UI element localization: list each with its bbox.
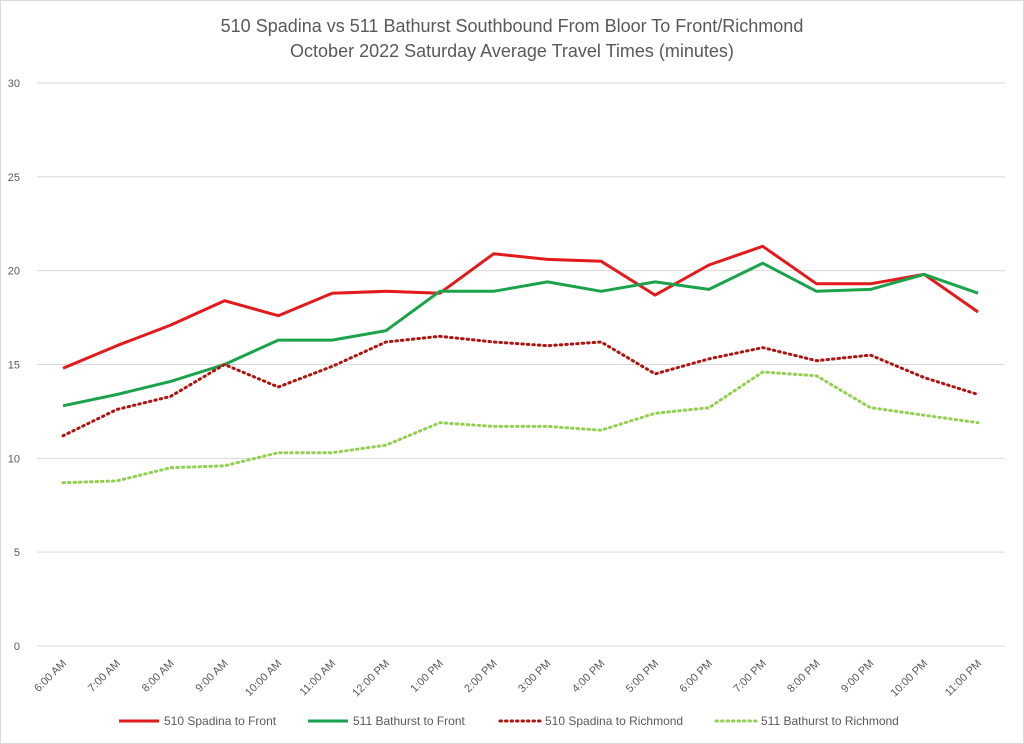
y-tick-label: 10	[8, 453, 20, 465]
series-line-3	[61, 370, 980, 485]
x-tick-label: 6:00 PM	[678, 658, 715, 695]
x-tick-label: 1:00 PM	[408, 658, 445, 695]
legend-label: 510 Spadina to Richmond	[545, 714, 683, 728]
y-tick-label: 20	[8, 266, 20, 278]
series-line-0	[62, 244, 979, 370]
gridlines	[37, 82, 1005, 647]
x-axis-ticks: 6:00 AM 7:00 AM 8:00 AM 9:00 AM 10:00 AM 11:0…	[32, 658, 984, 700]
x-tick-label: 6:00 AM	[32, 658, 69, 695]
y-tick-label: 0	[14, 641, 20, 653]
x-tick-label: 12:00 PM	[350, 658, 392, 700]
x-tick-label: 11:00 PM	[943, 658, 984, 699]
y-tick-label: 5	[14, 547, 20, 559]
x-tick-label: 11:00 AM	[297, 658, 338, 699]
x-tick-label: 5:00 PM	[624, 658, 661, 695]
x-tick-label: 10:00 AM	[243, 658, 284, 699]
x-tick-label: 9:00 PM	[839, 658, 876, 695]
x-tick-label: 8:00 PM	[785, 658, 822, 695]
chart-title: 510 Spadina vs 511 Bathurst Southbound F…	[220, 16, 804, 36]
legend-label: 511 Bathurst to Front	[353, 714, 466, 728]
x-tick-label: 8:00 AM	[140, 658, 177, 695]
legend-label: 510 Spadina to Front	[164, 714, 277, 728]
x-tick-label: 7:00 AM	[86, 658, 123, 695]
y-tick-label: 30	[8, 78, 20, 90]
series-line-2	[61, 334, 980, 438]
series-line-1	[62, 261, 979, 408]
x-tick-label: 10:00 PM	[889, 658, 931, 700]
x-tick-label: 3:00 PM	[516, 658, 553, 695]
x-tick-label: 4:00 PM	[570, 658, 607, 695]
x-tick-label: 7:00 PM	[731, 658, 768, 695]
series-lines	[61, 244, 980, 485]
chart-subtitle: October 2022 Saturday Average Travel Tim…	[290, 41, 734, 61]
y-axis-ticks: 0 5 10 15 20 25 30	[8, 78, 20, 653]
y-tick-label: 25	[8, 172, 20, 184]
x-tick-label: 9:00 AM	[194, 658, 231, 695]
legend-label: 511 Bathurst to Richmond	[761, 714, 899, 728]
y-tick-label: 15	[8, 360, 20, 372]
x-tick-label: 2:00 PM	[462, 658, 499, 695]
legend: 510 Spadina to Front 511 Bathurst to Fron…	[119, 714, 899, 728]
